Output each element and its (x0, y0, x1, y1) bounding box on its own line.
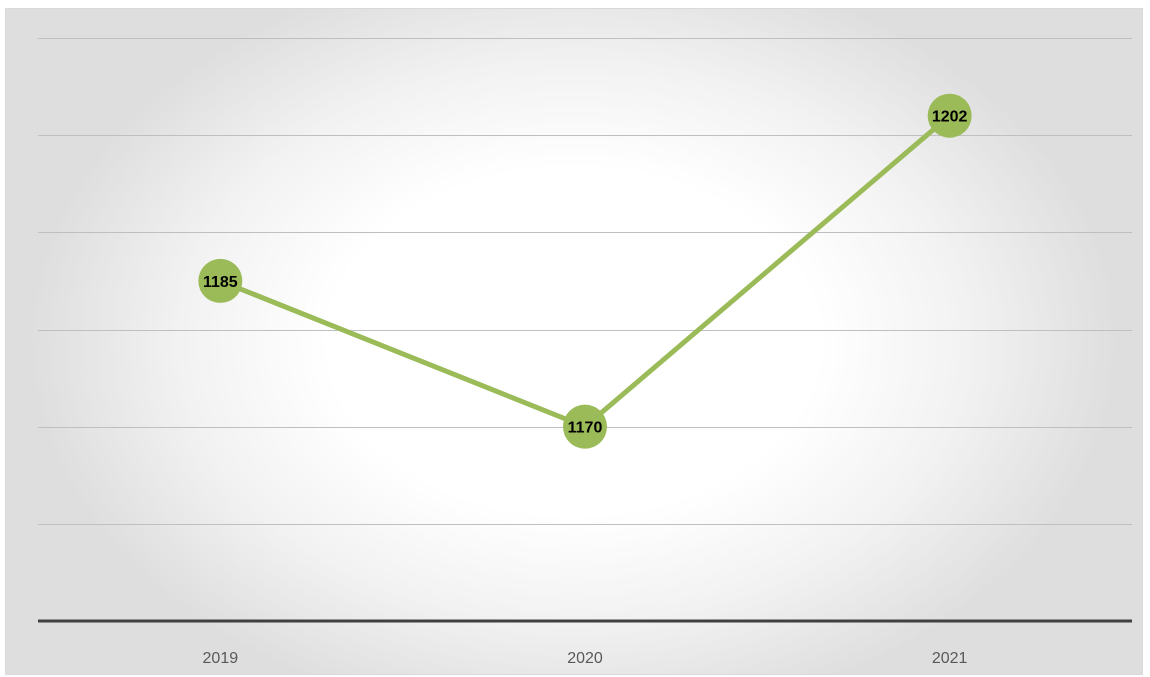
series-line (217, 113, 953, 430)
data-point-marker (563, 404, 607, 449)
series-group (217, 113, 953, 430)
data-point-marker (198, 258, 243, 303)
x-axis: 2019 2020 2021 (38, 619, 1132, 667)
x-tick-label: 2021 (932, 650, 968, 667)
gridlines (38, 38, 1132, 525)
x-tick-label: 2020 (567, 650, 603, 667)
x-tick-label: 2019 (203, 650, 239, 667)
data-point-marker (927, 93, 972, 138)
data-points: 1185 1170 1202 (198, 93, 972, 449)
data-label: 1202 (932, 109, 968, 126)
data-label: 1170 (568, 420, 603, 437)
data-label: 1185 (203, 274, 238, 291)
